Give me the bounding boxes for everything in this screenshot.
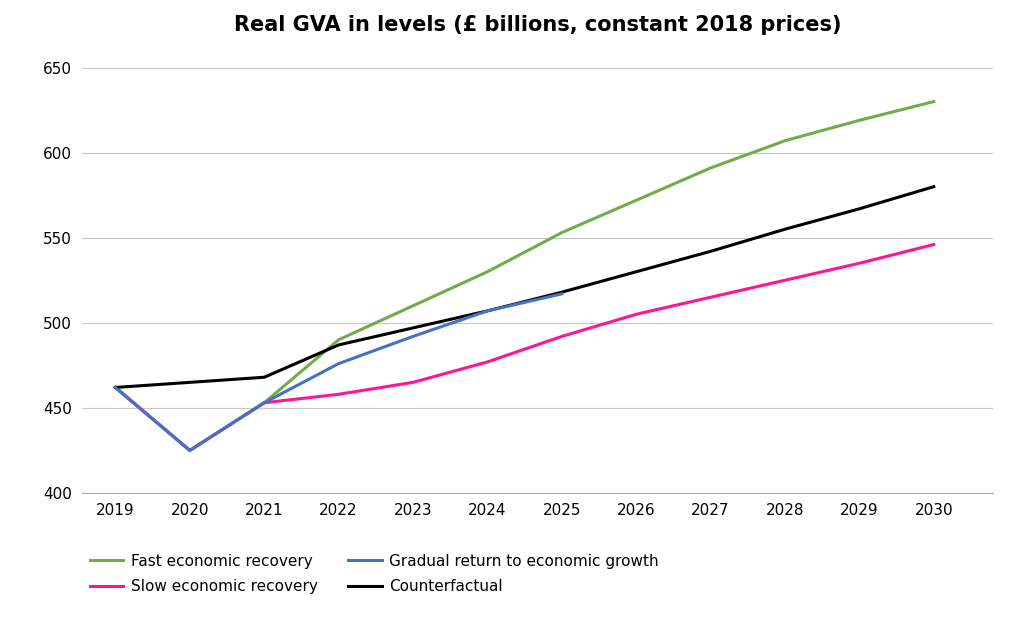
Legend: Fast economic recovery, Slow economic recovery, Gradual return to economic growt: Fast economic recovery, Slow economic re… [89, 554, 659, 594]
Title: Real GVA in levels (£ billions, constant 2018 prices): Real GVA in levels (£ billions, constant… [233, 15, 842, 35]
